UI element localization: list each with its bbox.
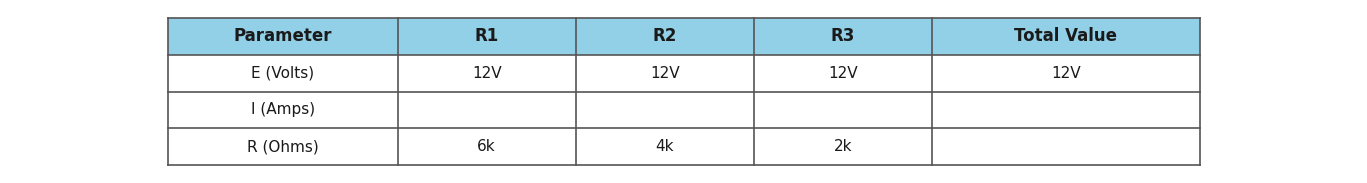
Bar [168,18,398,55]
Text: Total Value: Total Value [1014,27,1117,45]
Text: R1: R1 [474,27,499,45]
Text: 6k: 6k [477,139,496,154]
Bar [932,55,1200,92]
Text: 12V: 12V [1051,66,1081,81]
Bar [753,128,932,165]
Bar [398,55,576,92]
Bar [932,92,1200,128]
Text: R (Ohms): R (Ohms) [247,139,319,154]
Bar [398,18,576,55]
Bar [398,128,576,165]
Bar [576,128,753,165]
Bar [753,55,932,92]
Text: 2k: 2k [834,139,852,154]
Text: 12V: 12V [828,66,857,81]
Bar [932,18,1200,55]
Bar [576,18,753,55]
Text: 12V: 12V [472,66,502,81]
Text: R3: R3 [831,27,854,45]
Text: R2: R2 [652,27,677,45]
Bar [168,92,398,128]
Text: 12V: 12V [649,66,679,81]
Bar [576,92,753,128]
Bar [576,55,753,92]
Bar [932,128,1200,165]
Bar [168,55,398,92]
Text: E (Volts): E (Volts) [252,66,314,81]
Bar [398,92,576,128]
Text: I (Amps): I (Amps) [250,102,314,117]
Text: 4k: 4k [655,139,674,154]
Bar [168,128,398,165]
Bar [753,92,932,128]
Text: Parameter: Parameter [234,27,332,45]
Bar [753,18,932,55]
